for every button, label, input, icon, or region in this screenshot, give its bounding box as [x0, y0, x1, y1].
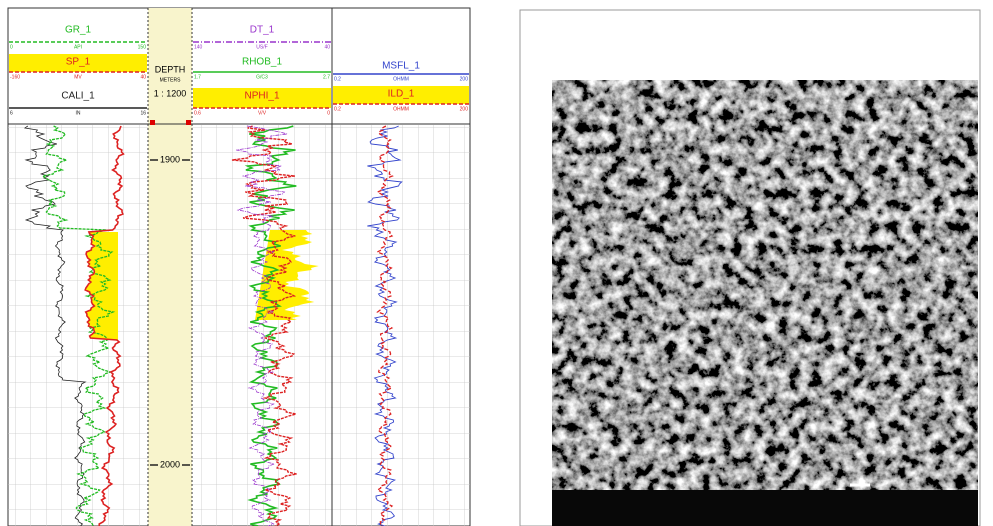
scale-min: 0.2 [334, 76, 341, 82]
scale-min: 0 [10, 44, 13, 50]
curve-unit: V/V [258, 110, 267, 116]
curve-unit: MV [74, 74, 82, 80]
curve-unit: OHMM [393, 106, 409, 112]
scale-max: 200 [460, 76, 469, 82]
scale-min: 6 [10, 110, 13, 116]
curve-unit: OHMM [393, 76, 409, 82]
depth-track [148, 8, 192, 526]
scale-max: 40 [140, 74, 146, 80]
curve-name: MSFL_1 [382, 61, 420, 72]
scale-max: 40 [324, 44, 330, 50]
curve-name: GR_1 [65, 25, 92, 36]
curve-name: ILD_1 [388, 89, 415, 100]
scale-min: 140 [194, 44, 203, 50]
depth-scale: 1 : 1200 [154, 88, 187, 98]
depth-title: DEPTH [155, 64, 186, 74]
marker [186, 120, 191, 125]
scale-min: 1.7 [194, 74, 201, 80]
well-log-panel: GR_1 API 0 150 SP_1 MV -160 40 CALI_1 IN 6 16 DT_1 US… [8, 8, 470, 526]
curve-unit: G/C3 [256, 74, 268, 80]
scale-max: 2.7 [323, 74, 330, 80]
curve-name: SP_1 [66, 57, 91, 68]
scale-max: 0 [327, 110, 330, 116]
curve-unit: US/F [256, 44, 267, 50]
curve-name: CALI_1 [61, 91, 95, 102]
marker [150, 120, 155, 125]
depth-unit: METERS [160, 77, 182, 83]
scale-min: 0.6 [194, 110, 201, 116]
curve-unit: API [74, 44, 82, 50]
scale-min: 0.2 [334, 106, 341, 112]
scale-min: -160 [10, 74, 20, 80]
scale-max: 200 [460, 106, 469, 112]
scale-max: 16 [140, 110, 146, 116]
curve-name: RHOB_1 [242, 57, 282, 68]
curve-name: DT_1 [250, 25, 275, 36]
curve-name: NPHI_1 [244, 91, 279, 102]
sem-image [552, 80, 978, 526]
page: ABCDEFGHJKLMN1234567891020KVX480746310.0… [0, 0, 993, 526]
track-grid [192, 125, 332, 526]
scale-max: 150 [138, 44, 147, 50]
caption-bar [552, 490, 978, 526]
curve-unit: IN [76, 110, 81, 116]
depth-label: 1900 [160, 154, 180, 164]
sem-panel [520, 10, 980, 526]
track-grid [332, 125, 470, 526]
depth-label: 2000 [160, 459, 180, 469]
